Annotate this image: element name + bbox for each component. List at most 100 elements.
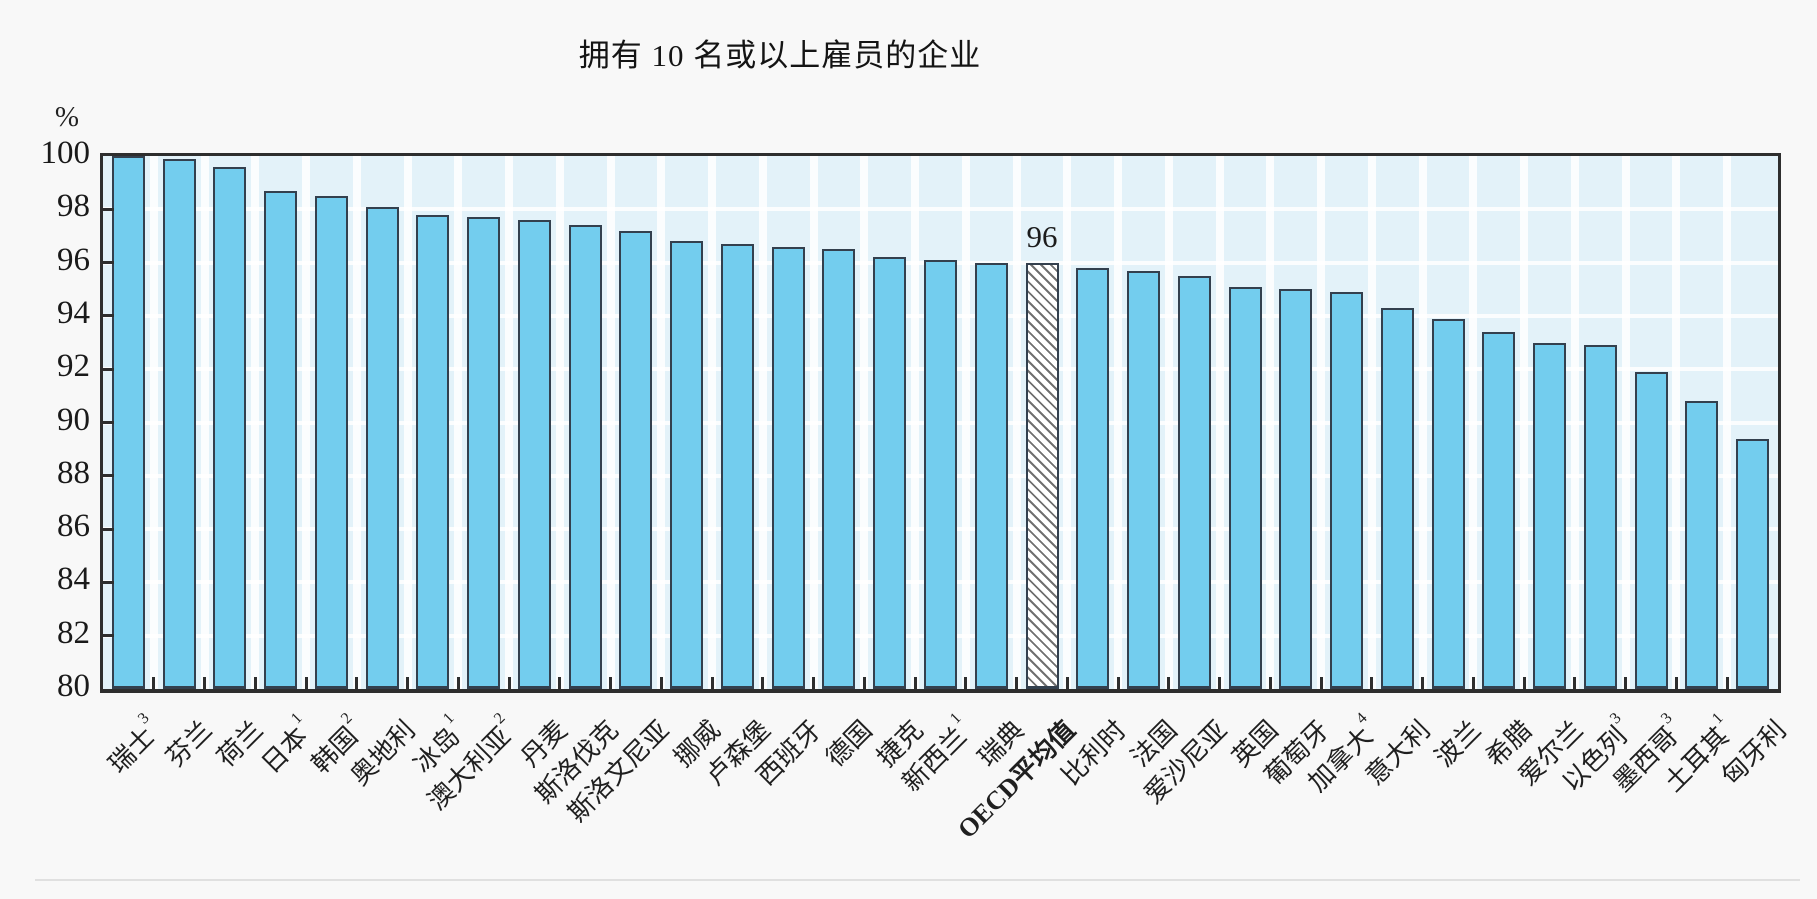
x-axis-tick	[761, 677, 765, 689]
bar	[1431, 318, 1465, 689]
y-axis-tick	[103, 580, 114, 584]
y-axis-tick	[103, 207, 114, 211]
x-category-text: 瑞士	[103, 721, 161, 779]
x-axis-tick	[456, 677, 460, 689]
y-axis-tick	[103, 367, 114, 371]
bar	[1177, 275, 1211, 689]
x-axis-tick	[862, 677, 866, 689]
x-axis-tick	[304, 677, 308, 689]
x-axis-tick	[964, 677, 968, 689]
x-axis-tick	[1624, 677, 1628, 689]
y-axis-tick	[103, 261, 114, 265]
y-axis-tick	[103, 634, 114, 638]
x-category-text: 德国	[820, 715, 878, 773]
y-axis-tick	[103, 527, 114, 531]
chart-title: 拥有 10 名或以上雇员的企业	[578, 38, 982, 73]
x-axis-labels: 瑞士3 芬兰 荷兰 日本1 韩国2 奥地利 冰岛1 澳大利亚2 丹麦 斯洛伐克 斯洛文尼亚 挪威 卢森堡…	[103, 699, 1791, 889]
x-category-text: 荷兰	[211, 715, 269, 773]
bar	[1736, 438, 1770, 689]
x-axis-tick	[659, 677, 663, 689]
x-axis-tick	[253, 677, 257, 689]
bar	[1685, 401, 1719, 689]
y-tick-label: 80	[57, 668, 90, 704]
x-axis-tick	[812, 677, 816, 689]
x-axis-tick	[507, 677, 511, 689]
x-axis-tick	[355, 677, 359, 689]
bar	[365, 206, 399, 689]
horizontal-gridline	[103, 207, 1778, 212]
y-axis-tick	[103, 421, 114, 424]
x-axis-tick	[558, 677, 562, 689]
bar	[924, 259, 957, 689]
y-axis-unit-label: %	[54, 101, 79, 133]
y-tick-label: 100	[40, 135, 91, 171]
bar	[1482, 331, 1516, 689]
bar	[517, 219, 551, 689]
y-tick-label: 86	[57, 508, 90, 545]
x-axis-tick	[1573, 677, 1577, 689]
y-axis-tick-labels: 100 98 96 94 92 90 88 86 84 82 80	[0, 135, 91, 704]
plot-area: 96	[100, 153, 1781, 693]
x-axis-tick	[1471, 677, 1475, 689]
x-axis-tick	[1421, 677, 1425, 689]
x-category-label: 荷兰	[207, 711, 270, 774]
bar	[568, 225, 602, 689]
bar	[1127, 270, 1161, 689]
bar	[619, 230, 653, 689]
x-axis-tick	[203, 677, 206, 689]
bar	[264, 190, 298, 689]
bottom-divider	[35, 879, 1800, 881]
x-axis-tick	[406, 677, 410, 689]
x-axis-tick	[1725, 677, 1729, 689]
x-axis-tick	[1522, 677, 1526, 689]
bar-highlight-oecd-average	[1025, 262, 1059, 689]
x-axis-tick	[1015, 677, 1019, 689]
bar	[1330, 291, 1364, 689]
x-axis-tick	[1167, 677, 1171, 689]
y-axis-tick	[103, 314, 114, 318]
x-axis-tick	[1370, 677, 1374, 689]
bar	[162, 158, 196, 689]
x-category-label: 德国	[816, 711, 879, 774]
bar	[467, 217, 501, 689]
bar	[974, 262, 1008, 689]
y-tick-label: 82	[57, 614, 90, 651]
bar	[873, 257, 907, 689]
bar	[1533, 342, 1567, 689]
x-axis-tick	[913, 677, 917, 689]
x-axis-tick	[1319, 677, 1323, 689]
bar-value-label: 96	[1026, 218, 1058, 254]
bar	[213, 166, 247, 689]
x-category-label: 芬兰	[156, 711, 219, 774]
y-tick-label: 84	[57, 561, 90, 598]
bar	[822, 249, 856, 689]
y-tick-label: 88	[57, 454, 90, 491]
x-category-label: 波兰	[1425, 711, 1488, 774]
x-axis-tick	[1268, 677, 1272, 689]
bar	[771, 246, 805, 689]
x-axis-tick	[710, 677, 714, 689]
y-axis-tick	[103, 474, 114, 478]
y-tick-label: 98	[57, 188, 90, 225]
y-tick-label: 92	[57, 348, 90, 385]
x-axis-tick	[1065, 677, 1069, 689]
y-tick-label: 96	[57, 241, 90, 278]
bar	[1228, 286, 1262, 689]
bar	[314, 195, 348, 689]
bar	[1634, 371, 1668, 689]
bar	[1076, 267, 1110, 689]
bar	[416, 214, 450, 689]
x-axis-tick	[1674, 677, 1678, 689]
bar	[670, 241, 704, 689]
y-tick-label: 90	[57, 401, 90, 438]
bar	[1380, 307, 1414, 689]
x-axis-tick	[1218, 677, 1222, 689]
bar	[111, 156, 145, 689]
x-axis-tick	[609, 677, 613, 689]
y-tick-label: 94	[57, 294, 90, 331]
x-axis-tick	[152, 677, 156, 689]
x-axis-tick	[1116, 677, 1120, 689]
bar	[1279, 289, 1313, 689]
bar	[720, 243, 754, 689]
